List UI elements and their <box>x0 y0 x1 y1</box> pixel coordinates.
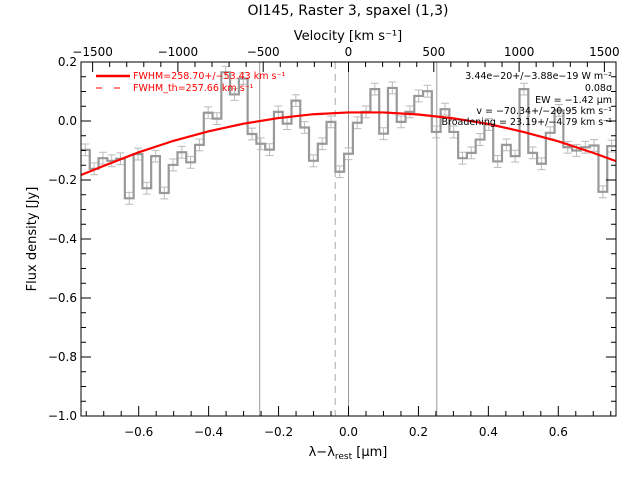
x-tick-label: −0.2 <box>264 425 293 439</box>
top-tick-label: 500 <box>422 45 445 59</box>
x-tick-label: −0.4 <box>194 425 223 439</box>
annotation-velocity: v = −70.34+/−20.95 km s⁻¹ <box>476 106 612 117</box>
top-axis-title: Velocity [km s⁻¹] <box>294 29 402 44</box>
annotation-flux: 3.44e−20+/−3.88e−19 W m⁻² <box>465 71 612 82</box>
top-tick-label: −1500 <box>72 45 113 59</box>
top-tick-label: 1500 <box>589 45 620 59</box>
x-tick-label: −0.6 <box>124 425 153 439</box>
legend-label-theoretical: FWHM_th=257.66 km s⁻¹ <box>133 83 254 94</box>
spectrum-step-line <box>81 71 616 200</box>
x-axis-title-sub: rest <box>335 452 353 462</box>
x-axis-title-main: λ−λ <box>309 445 336 460</box>
x-tick-label: 0.0 <box>339 425 358 439</box>
y-tick-label: −0.4 <box>48 232 77 246</box>
x-axis-title: λ−λrest [µm] <box>309 445 388 462</box>
fit-series <box>80 111 617 177</box>
chart-title: OI145, Raster 3, spaxel (1,3) <box>248 3 449 19</box>
top-tick-label: 1000 <box>504 45 535 59</box>
y-axis-title: Flux density [Jy] <box>25 187 40 292</box>
top-tick-label: −1000 <box>158 45 199 59</box>
fit-annotations: 3.44e−20+/−3.88e−19 W m⁻² 0.08σ EW = −1.… <box>442 71 613 128</box>
y-tick-label: −0.2 <box>48 173 77 187</box>
tick-marks <box>81 61 616 417</box>
y-tick-label: −0.6 <box>48 291 77 305</box>
annotation-significance: 0.08σ <box>585 83 612 94</box>
top-tick-label: −500 <box>247 45 280 59</box>
legend-label-fit: FWHM=258.70+/−53.43 km s⁻¹ <box>133 71 285 82</box>
legend: FWHM=258.70+/−53.43 km s⁻¹ FWHM_th=257.6… <box>96 71 285 94</box>
x-axis-title-unit: [µm] <box>352 445 387 460</box>
y-tick-label: 0.2 <box>58 55 77 69</box>
x-tick-label: 0.4 <box>479 425 498 439</box>
x-tick-label: 0.2 <box>409 425 428 439</box>
annotation-equivalent-width: EW = −1.42 µm <box>535 95 612 106</box>
gaussian-fit-line <box>80 111 617 177</box>
x-tick-label: 0.6 <box>549 425 568 439</box>
tick-labels: −0.6 −0.4 −0.2 0.0 0.2 0.4 0.6 −1500 −1000 −500 0 5… <box>48 45 620 439</box>
y-tick-label: 0.0 <box>58 114 77 128</box>
spectrum-series <box>81 71 616 200</box>
top-tick-label: 0 <box>345 45 353 59</box>
y-tick-label: −1.0 <box>48 409 77 423</box>
annotation-broadening: Broadening = 23.19+/−4.79 km s⁻¹ <box>442 117 613 128</box>
y-tick-label: −0.8 <box>48 350 77 364</box>
